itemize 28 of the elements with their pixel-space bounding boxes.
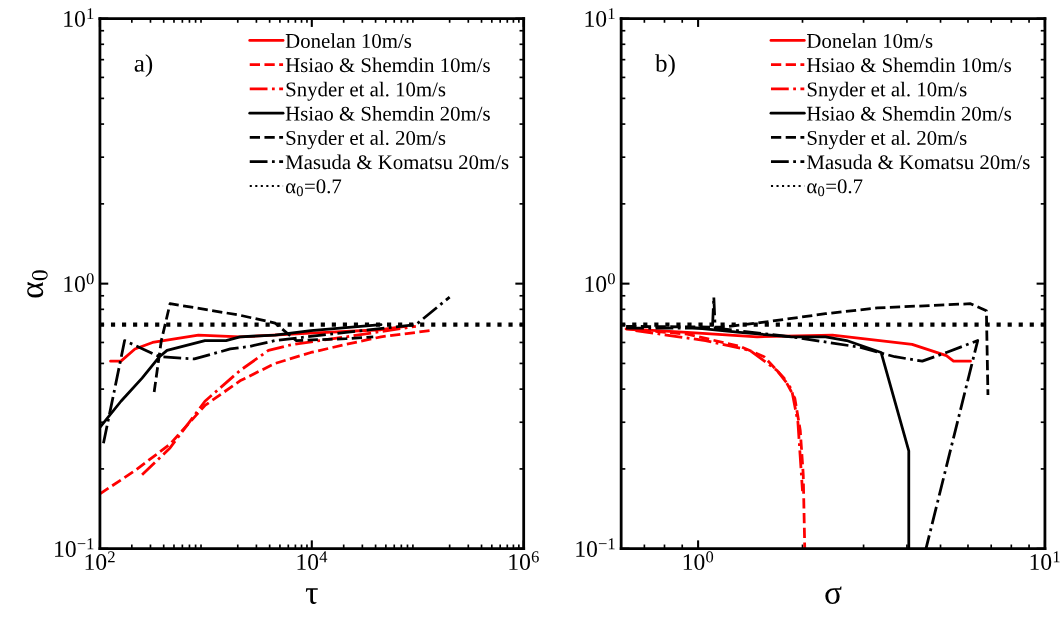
x-tick-label: 10$^{0}$ bbox=[683, 551, 714, 571]
y-tick-label: 10$^{−1}$ bbox=[576, 538, 615, 557]
x-tick-label: 10$^{6}$ bbox=[509, 551, 539, 571]
y-tick-label: 10$^{1}$ bbox=[585, 8, 615, 27]
legend-label: Masuda & Komatsu 20m/s bbox=[806, 154, 1030, 170]
legend-label: Hsiao & Shemdin 20m/s bbox=[806, 106, 1012, 121]
legend-label: Snyder et al. 10m/s bbox=[807, 81, 967, 101]
y-axis-title: α$_{0}$ bbox=[27, 270, 48, 298]
legend-label: α$_{0}$=0.7 bbox=[807, 179, 863, 197]
legend-label: α$_{0}$=0.7 bbox=[285, 179, 342, 197]
legend-label: Snyder et al. 20m/s bbox=[286, 130, 446, 150]
y-tick-label: 10$^{0}$ bbox=[585, 273, 615, 292]
x-axis-title: τ bbox=[305, 588, 318, 604]
legend-label: Hsiao & Shemdin 10m/s bbox=[806, 57, 1012, 73]
annotation: a) bbox=[134, 54, 153, 77]
annotation: b) bbox=[655, 54, 675, 77]
legend-label: Donelan 10m/s bbox=[806, 33, 933, 48]
x-tick-label: 10$^{1}$ bbox=[1030, 551, 1060, 571]
legend-label: Donelan 10m/s bbox=[285, 33, 412, 48]
legend-label: Hsiao & Shemdin 20m/s bbox=[285, 106, 490, 121]
legend-label: Snyder et al. 10m/s bbox=[286, 81, 446, 101]
y-tick-label: 10$^{1}$ bbox=[64, 8, 94, 27]
legend-label: Masuda & Komatsu 20m/s bbox=[285, 154, 509, 170]
legend-label: Hsiao & Shemdin 10m/s bbox=[285, 57, 490, 73]
x-tick-label: 10$^{4}$ bbox=[297, 551, 328, 570]
x-axis-title: σ bbox=[825, 586, 842, 604]
y-tick-label: 10$^{0}$ bbox=[64, 273, 94, 292]
legend-label: Snyder et al. 20m/s bbox=[807, 130, 967, 150]
